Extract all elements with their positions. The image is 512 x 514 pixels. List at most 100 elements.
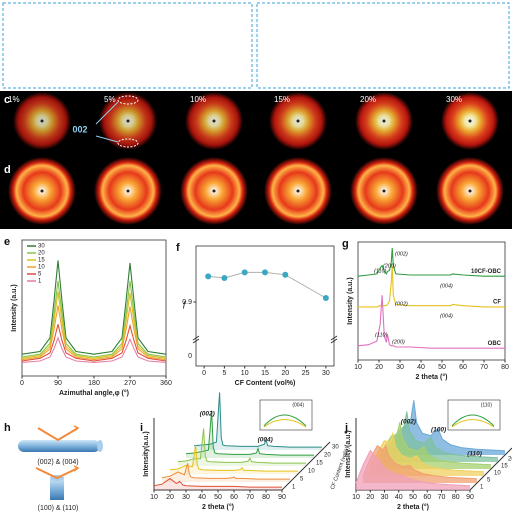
peak-label: (002)	[401, 419, 416, 426]
concentration-label: 30%	[446, 95, 462, 104]
z-axis	[281, 441, 331, 491]
z-tick-label: 5	[487, 478, 491, 484]
series-line	[177, 428, 306, 464]
x-tick-label: 30	[322, 370, 330, 377]
peak-label: (110)	[375, 332, 388, 338]
reflection-label: 002	[72, 124, 87, 134]
panel-letter: a	[8, 8, 15, 20]
y-tick-label: 0.9	[182, 299, 192, 306]
panel-letter: j	[344, 422, 348, 434]
beamstop	[212, 189, 216, 193]
x-axis-label: 2 theta (°)	[202, 503, 234, 511]
x-tick-label: 50	[214, 494, 222, 501]
peak-label: (110)	[374, 268, 387, 274]
y-axis-label: Intensity (a.u.)	[347, 277, 354, 324]
x-tick-label: 70	[246, 494, 254, 501]
x-tick-label: 60	[230, 494, 238, 501]
legend-label: 30	[38, 244, 45, 250]
peak-label: (002)	[200, 411, 215, 418]
x-tick-label: 80	[452, 494, 460, 501]
x-tick-label: 10	[352, 494, 360, 501]
x-tick-label: 270	[124, 380, 136, 387]
inset-decoration	[263, 414, 307, 427]
x-tick-label: 90	[54, 380, 62, 387]
z-tick-label: 15	[501, 464, 508, 470]
beamstop	[468, 189, 472, 193]
x-tick-label: 90	[278, 494, 286, 501]
waxd-background	[0, 91, 512, 229]
panel-frame	[2, 2, 253, 89]
y-axis-label: Intensity(a.u.)	[143, 431, 150, 477]
panel-letter: g	[342, 238, 349, 250]
point	[205, 273, 212, 280]
plot-frame	[195, 245, 335, 367]
x-tick-label: 25	[302, 370, 310, 377]
panel-letter: b	[263, 8, 270, 20]
x-tick-label: 10	[150, 494, 158, 501]
beamstop	[126, 189, 130, 193]
peak-label: (004)	[440, 283, 453, 289]
series-label: CF	[493, 299, 501, 305]
diagram-label: (002) & (004)	[37, 459, 78, 466]
x-tick-label: 80	[262, 494, 270, 501]
inset-decoration	[451, 414, 495, 427]
series-line	[362, 444, 478, 480]
z-tick-label: 10	[494, 471, 501, 477]
beam-arrow	[37, 427, 79, 442]
x-tick-label: 50	[409, 494, 417, 501]
x-tick-label: 10	[241, 370, 249, 377]
series-area	[194, 392, 322, 450]
point	[262, 269, 268, 276]
z-tick-label: 20	[508, 457, 512, 463]
series-line	[21, 336, 167, 363]
reflection-marker	[117, 138, 139, 148]
x-tick-label: 50	[438, 364, 446, 371]
beamstop	[296, 119, 300, 123]
series-area	[178, 428, 306, 466]
x-tick-label: 70	[480, 364, 488, 371]
x-tick-label: 40	[417, 364, 425, 371]
z-tick-label: 1	[480, 485, 484, 491]
series-area	[186, 410, 314, 458]
series-line	[369, 431, 485, 473]
panel-letter: c	[4, 94, 10, 106]
beamstop	[126, 119, 130, 123]
peak-label: (002)	[395, 251, 408, 257]
z-tick-label: 5	[300, 477, 304, 483]
inset-decoration	[451, 419, 495, 428]
peak-label: (100)	[431, 427, 446, 434]
fiber-end	[97, 440, 103, 452]
x-tick-label: 60	[423, 494, 431, 501]
x-tick-label: 20	[375, 364, 383, 371]
series-label: 10CF-OBC	[471, 269, 502, 275]
concentration-label: 20%	[360, 95, 376, 104]
y-axis-label: f	[183, 301, 187, 312]
point	[282, 271, 289, 278]
series-line	[161, 463, 290, 480]
z-tick-label: 15	[316, 461, 323, 467]
axis-break	[192, 335, 338, 344]
series-line	[153, 477, 282, 488]
x-tick-label: 20	[166, 494, 174, 501]
x-tick-label: 10	[354, 364, 362, 371]
legend-label: 1	[38, 279, 42, 285]
x-tick-label: 30	[182, 494, 190, 501]
x-tick-label: 90	[466, 494, 474, 501]
legend-label: 20	[38, 251, 45, 257]
x-tick-label: 30	[396, 364, 404, 371]
z-tick-label: 1	[292, 485, 296, 491]
beamstop	[40, 189, 44, 193]
x-tick-label: 15	[261, 370, 269, 377]
point	[241, 269, 248, 276]
peak-label: (200)	[392, 339, 405, 345]
concentration-label: 15%	[274, 95, 290, 104]
x-tick-label: 40	[198, 494, 206, 501]
beam-arrow	[35, 467, 79, 480]
x-axis-label: Azimuthal angle,φ (°)	[59, 389, 129, 397]
reflection-marker	[117, 95, 139, 105]
peak-label: (200)	[383, 263, 396, 269]
series-line	[185, 410, 314, 456]
series-line	[357, 247, 505, 277]
